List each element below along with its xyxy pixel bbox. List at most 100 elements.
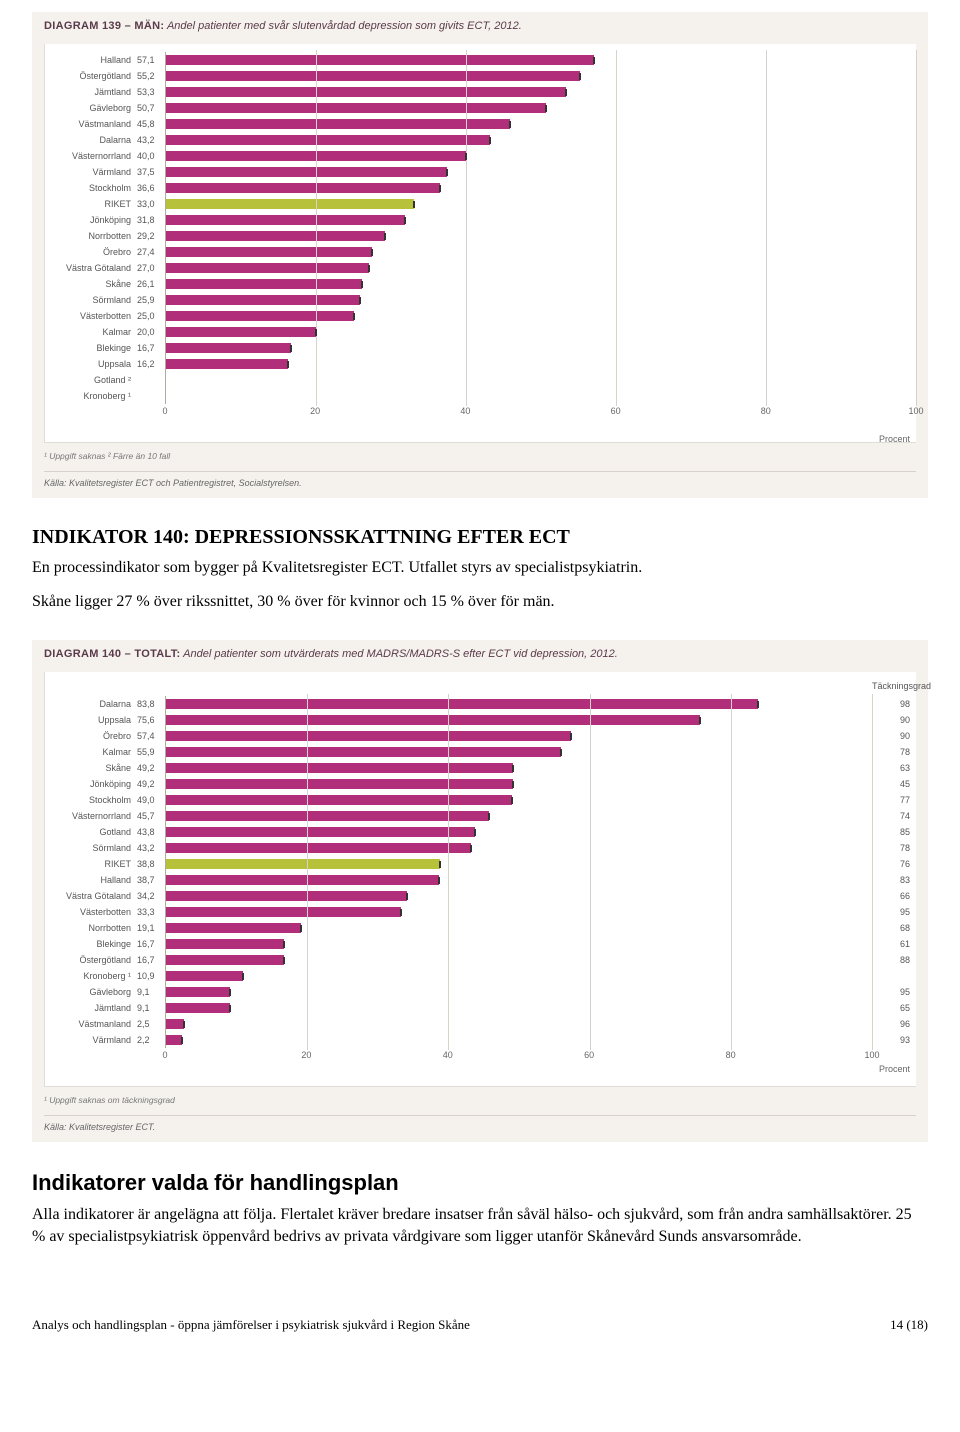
row-coverage: 95	[872, 987, 916, 997]
row-label: Västerbotten	[45, 907, 135, 917]
bar-area	[165, 888, 872, 904]
row-label: Örebro	[45, 247, 135, 257]
bar	[166, 215, 405, 225]
row-value: 29,2	[135, 231, 165, 241]
axis-tick: 20	[301, 1050, 311, 1060]
row-label: Dalarna	[45, 699, 135, 709]
bar-area	[165, 100, 916, 116]
bar	[166, 747, 561, 757]
chart-row: Gävleborg50,7	[45, 100, 916, 116]
row-label: Västernorrland	[45, 151, 135, 161]
chart-row: Värmland2,293	[45, 1032, 916, 1048]
bar	[166, 987, 230, 997]
row-coverage: 68	[872, 923, 916, 933]
row-value: 55,2	[135, 71, 165, 81]
row-label: Gävleborg	[45, 103, 135, 113]
row-value: 19,1	[135, 923, 165, 933]
row-label: Kalmar	[45, 327, 135, 337]
row-label: Stockholm	[45, 795, 135, 805]
row-coverage: 96	[872, 1019, 916, 1029]
row-coverage: 93	[872, 1035, 916, 1045]
chart-row: Gävleborg9,195	[45, 984, 916, 1000]
row-value: 53,3	[135, 87, 165, 97]
row-label: Jämtland	[45, 87, 135, 97]
row-value: 27,4	[135, 247, 165, 257]
bar	[166, 343, 291, 353]
diagram-139-note: ¹ Uppgift saknas ² Färre än 10 fall	[44, 451, 916, 461]
diagram-139-title: DIAGRAM 139 – MÄN: Andel patienter med s…	[44, 20, 916, 32]
chart-row: Västerbotten33,395	[45, 904, 916, 920]
row-label: Norrbotten	[45, 923, 135, 933]
row-value: 40,0	[135, 151, 165, 161]
row-value: 33,0	[135, 199, 165, 209]
diagram-140-source: Källa: Kvalitetsregister ECT.	[44, 1115, 916, 1132]
row-label: RIKET	[45, 859, 135, 869]
chart-row: Kronoberg ¹10,9	[45, 968, 916, 984]
bar	[166, 103, 546, 113]
chart-139-body: Halland57,1Östergötland55,2Jämtland53,3G…	[44, 44, 916, 443]
row-coverage: 76	[872, 859, 916, 869]
bar	[166, 715, 700, 725]
bar-area	[165, 292, 916, 308]
handlingsplan-p1: Alla indikatorer är angelägna att följa.…	[32, 1204, 928, 1247]
bar	[166, 827, 475, 837]
row-value: 43,2	[135, 135, 165, 145]
bar-area	[165, 116, 916, 132]
chart-row: RIKET38,876	[45, 856, 916, 872]
bar-riket	[166, 199, 414, 209]
axis-tick: 80	[761, 406, 771, 416]
row-label: Värmland	[45, 167, 135, 177]
bar-area	[165, 760, 872, 776]
row-coverage: 90	[872, 731, 916, 741]
row-coverage: 65	[872, 1003, 916, 1013]
axis-tick: 100	[864, 1050, 879, 1060]
row-label: Halland	[45, 875, 135, 885]
row-value: 2,2	[135, 1035, 165, 1045]
chart-row: Kalmar20,0	[45, 324, 916, 340]
row-label: Östergötland	[45, 71, 135, 81]
row-value: 49,2	[135, 763, 165, 773]
row-value: 20,0	[135, 327, 165, 337]
bar-area	[165, 324, 916, 340]
bar	[166, 183, 440, 193]
bar	[166, 891, 407, 901]
row-value: 16,7	[135, 939, 165, 949]
handlingsplan-heading: Indikatorer valda för handlingsplan	[32, 1170, 928, 1196]
row-label: Blekinge	[45, 343, 135, 353]
bar-area	[165, 744, 872, 760]
row-label: Västra Götaland	[45, 263, 135, 273]
row-label: Stockholm	[45, 183, 135, 193]
bar	[166, 231, 385, 241]
row-coverage: 95	[872, 907, 916, 917]
bar-area	[165, 1000, 872, 1016]
row-value: 2,5	[135, 1019, 165, 1029]
row-coverage: 74	[872, 811, 916, 821]
bar-area	[165, 712, 872, 728]
bar-area	[165, 968, 872, 984]
bar	[166, 843, 471, 853]
row-label: Västerbotten	[45, 311, 135, 321]
diagram-140-title: DIAGRAM 140 – TOTALT: Andel patienter so…	[44, 648, 916, 660]
row-value: 16,2	[135, 359, 165, 369]
row-label: Östergötland	[45, 955, 135, 965]
chart-row: Gotland ²	[45, 372, 916, 388]
row-label: Örebro	[45, 731, 135, 741]
chart-row: Dalarna43,2	[45, 132, 916, 148]
chart-row: Östergötland16,788	[45, 952, 916, 968]
chart-row: Västmanland45,8	[45, 116, 916, 132]
chart-row: Norrbotten29,2	[45, 228, 916, 244]
chart-row: Västra Götaland34,266	[45, 888, 916, 904]
row-coverage: 88	[872, 955, 916, 965]
chart-row: Sörmland43,278	[45, 840, 916, 856]
bar-area	[165, 776, 872, 792]
chart-row: Västernorrland40,0	[45, 148, 916, 164]
row-coverage: 78	[872, 843, 916, 853]
bar	[166, 907, 401, 917]
diagram-140: DIAGRAM 140 – TOTALT: Andel patienter so…	[32, 640, 928, 1142]
bar	[166, 55, 594, 65]
row-coverage: 66	[872, 891, 916, 901]
bar-area	[165, 388, 916, 404]
page-footer: Analys och handlingsplan - öppna jämföre…	[32, 1317, 928, 1333]
row-label: Halland	[45, 55, 135, 65]
row-value: 43,8	[135, 827, 165, 837]
